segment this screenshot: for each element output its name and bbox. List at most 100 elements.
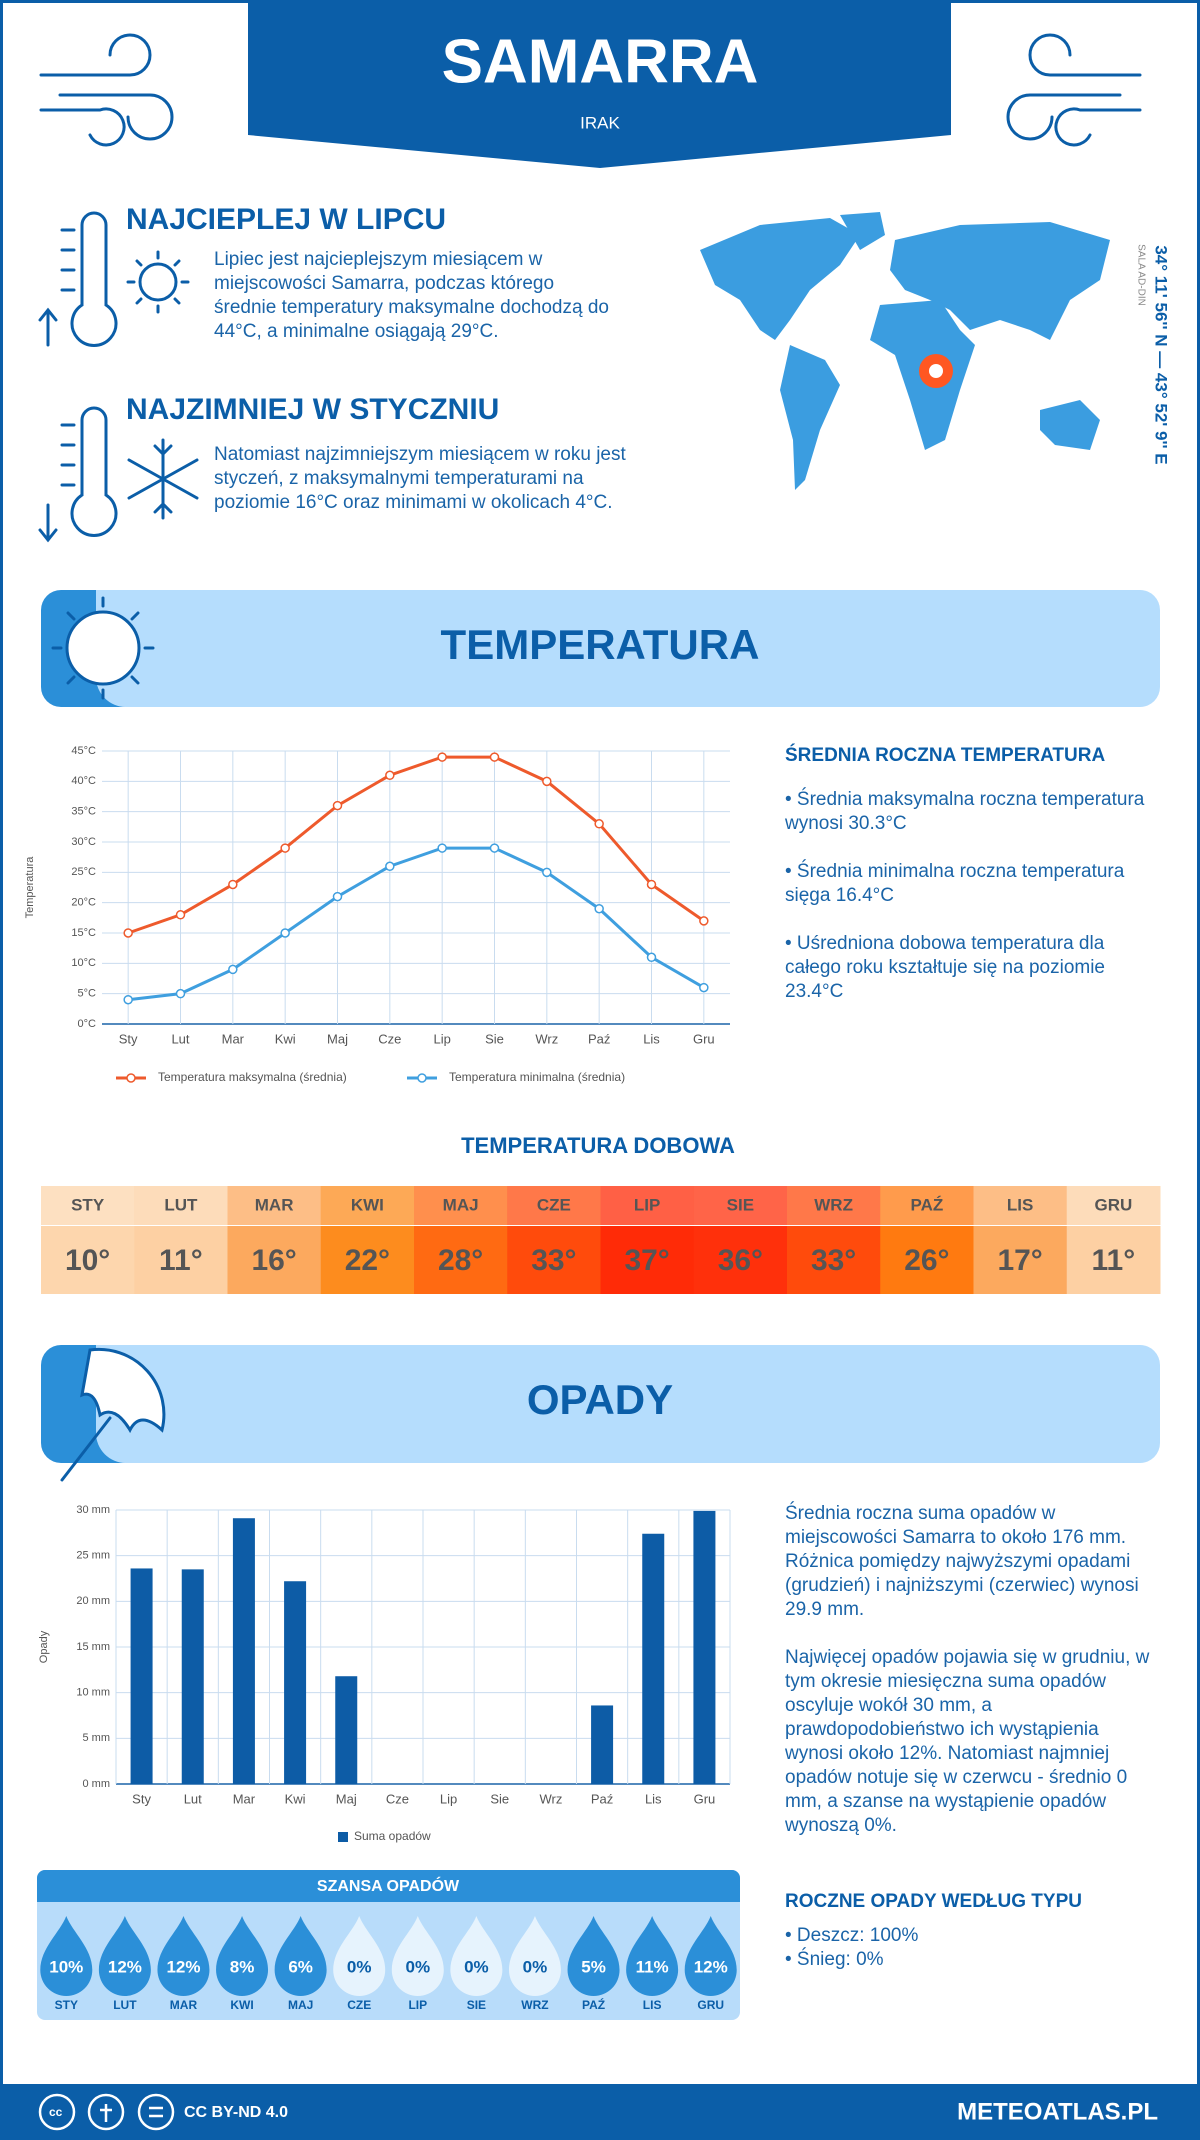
daily-value-cell	[41, 1226, 135, 1294]
y-tick-label: 20°C	[71, 897, 96, 909]
daily-value: 37°	[624, 1244, 669, 1277]
wind-icon-left	[39, 33, 174, 147]
daily-value-cell	[787, 1226, 881, 1294]
x-tick-label: Maj	[327, 1031, 348, 1046]
daily-value-cell	[973, 1226, 1068, 1294]
rain-drop	[391, 1916, 444, 1997]
x-tick-label: Mar	[222, 1031, 245, 1046]
point-marker	[699, 916, 709, 926]
x-tick-label: Lut	[171, 1031, 189, 1046]
daily-value: 36°	[718, 1244, 763, 1277]
city-title: SAMARRA	[442, 27, 759, 96]
chance-header	[37, 1870, 740, 1902]
section-title: OPADY	[527, 1376, 673, 1423]
x-tick-label: Lis	[643, 1031, 660, 1046]
point-marker	[542, 776, 552, 787]
daily-header-cell	[507, 1186, 601, 1225]
license: CC BY-ND 4.0	[184, 2104, 288, 2121]
legend-label: Temperatura maksymalna (średnia)	[158, 1070, 347, 1084]
y-tick-label: 0 mm	[83, 1778, 111, 1790]
point-marker	[280, 928, 290, 938]
types-item: • Deszcz: 100%	[785, 1925, 919, 1946]
rain-chance-month: WRZ	[521, 1998, 548, 2012]
rain-drop	[684, 1916, 737, 1997]
line-series	[127, 755, 705, 935]
point-marker	[175, 910, 186, 920]
point-marker	[123, 928, 133, 938]
icon-glyphs	[100, 2104, 163, 2122]
location-marker-dot	[929, 364, 943, 378]
point-marker	[123, 994, 133, 1005]
point-marker	[489, 752, 500, 762]
daily-header-tint	[320, 1186, 415, 1225]
rain-chance-value: 0%	[464, 1957, 489, 1976]
x-tick-label: Lip	[440, 1791, 457, 1806]
rain-chance-month: PAŹ	[582, 1997, 605, 2012]
legend-marker	[126, 1073, 136, 1083]
daily-value: 17°	[997, 1244, 1042, 1277]
y-tick-label: 0°C	[78, 1018, 97, 1030]
continent	[1040, 400, 1100, 450]
x-tick-label: Wrz	[535, 1031, 558, 1046]
summary-item: • Średnia maksymalna roczna temperatura …	[785, 789, 1145, 834]
daily-month: LUT	[164, 1195, 198, 1214]
daily-month: LIP	[634, 1195, 660, 1214]
y-tick-label: 45°C	[71, 745, 96, 757]
rain-drop	[567, 1916, 620, 1997]
x-tick-label: Sie	[485, 1031, 504, 1046]
hottest-title: NAJCIEPLEJ W LIPCU	[126, 203, 447, 236]
bar	[130, 1568, 153, 1784]
daily-month: CZE	[537, 1195, 571, 1214]
y-tick-label: 5°C	[78, 988, 97, 1000]
continent	[890, 222, 1110, 340]
daily-header-tint	[973, 1186, 1068, 1225]
x-tick-label: Sty	[132, 1791, 151, 1806]
y-tick-label: 40°C	[71, 775, 96, 787]
bar	[335, 1676, 358, 1784]
umbrella-canopy	[80, 1347, 166, 1434]
y-axis-label: Opady	[38, 1630, 50, 1663]
daily-header-tint	[134, 1186, 228, 1225]
snowflake	[127, 438, 199, 520]
point-marker	[594, 903, 604, 914]
daily-header-cell	[693, 1186, 788, 1225]
rain-drop	[508, 1916, 561, 1997]
chance-title: SZANSA OPADÓW	[317, 1876, 460, 1895]
daily-month: STY	[71, 1195, 105, 1214]
coordinates: 34° 11' 56'' N — 43° 52' 9'' E	[1152, 245, 1171, 464]
daily-header-cell	[320, 1186, 415, 1225]
bar	[591, 1705, 614, 1784]
daily-header-cell	[973, 1186, 1068, 1225]
rain-chance-value: 12%	[694, 1957, 728, 1976]
daily-header-cell	[880, 1186, 974, 1225]
temperature-banner	[96, 590, 1160, 707]
daily-value: 11°	[159, 1244, 203, 1277]
daily-header-cell	[787, 1186, 881, 1225]
y-tick-label: 20 mm	[76, 1595, 110, 1607]
sun-rays	[126, 250, 190, 314]
y-tick-label: 25°C	[71, 866, 96, 878]
wind-stroke	[1006, 93, 1122, 141]
legend-label: Suma opadów	[354, 1829, 431, 1843]
point-marker	[594, 819, 604, 829]
x-tick-label: Lip	[433, 1031, 450, 1046]
daily-header-tint	[787, 1186, 881, 1225]
rain-chance-value: 0%	[406, 1957, 431, 1976]
daily-value-cell	[134, 1226, 228, 1294]
line-series	[127, 846, 705, 1002]
wind-icon-right	[1006, 33, 1142, 147]
hottest-text: Lipiec jest najcieplejszym miesiącem w m…	[214, 249, 609, 342]
header-banner	[248, 0, 951, 168]
sun	[138, 262, 178, 302]
by-icon	[87, 2093, 125, 2131]
rain-chance-value: 12%	[166, 1957, 200, 1976]
daily-value-cell	[880, 1226, 974, 1294]
daily-header-tint	[414, 1186, 508, 1225]
legend-marker	[417, 1073, 427, 1083]
daily-header-cell	[1066, 1186, 1161, 1225]
daily-value-cell	[693, 1226, 788, 1294]
point-marker	[489, 843, 500, 853]
region: SALA AD-DIN	[1135, 244, 1146, 306]
wind-stroke	[39, 107, 126, 147]
